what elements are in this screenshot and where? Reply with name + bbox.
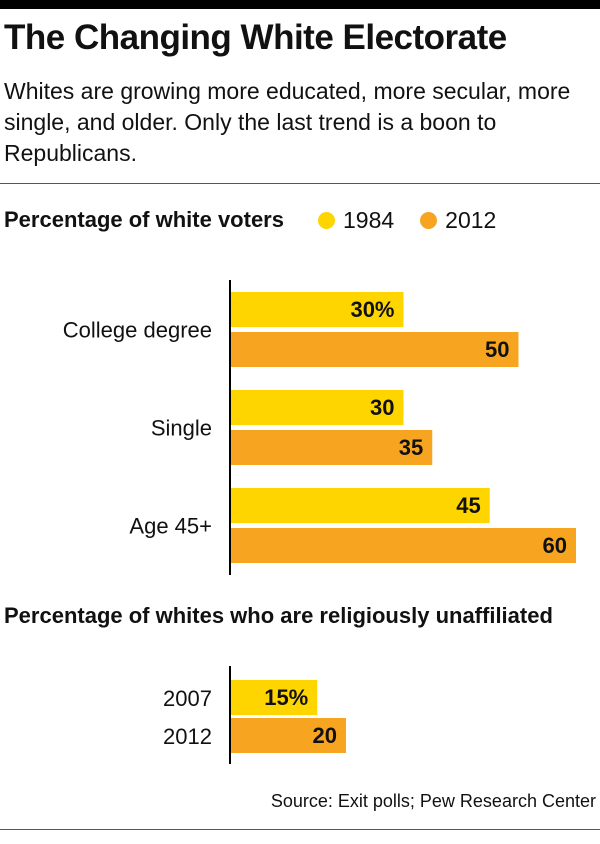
legend-label-1984: 1984	[343, 207, 395, 233]
bar-1984	[231, 390, 404, 425]
source-note: Source: Exit polls; Pew Research Center	[270, 791, 596, 811]
category-label: 2007	[163, 686, 212, 711]
bar-1984	[231, 488, 490, 523]
legend-swatch-1984	[318, 212, 335, 229]
chart-2-title: Percentage of whites who are religiously…	[4, 603, 553, 628]
category-label: Age 45+	[129, 514, 212, 539]
data-label: 35	[399, 435, 423, 460]
legend-item-1984: 1984	[318, 207, 394, 234]
bar-2012	[231, 332, 519, 367]
page-title: The Changing White Electorate	[4, 18, 507, 57]
category-label: 2012	[163, 724, 212, 749]
bar-2007	[231, 680, 318, 715]
legend: 1984 2012	[318, 207, 522, 234]
data-label: 30	[370, 395, 394, 420]
data-label: 45	[456, 493, 480, 518]
data-label: 50	[485, 337, 509, 362]
chart-unaffiliated: 2007 15% 2012 20	[163, 666, 346, 764]
category-label: College degree	[63, 318, 212, 343]
page-subtitle: Whites are growing more educated, more s…	[4, 78, 571, 166]
bar-2012	[231, 718, 346, 753]
legend-item-2012: 2012	[420, 207, 496, 234]
bar-2012	[231, 430, 433, 465]
top-rule	[0, 0, 600, 9]
section-divider	[0, 183, 600, 184]
legend-label-2012: 2012	[445, 207, 497, 233]
bar-2012	[231, 528, 576, 563]
category-label: Single	[151, 416, 212, 441]
data-label: 30%	[350, 297, 394, 322]
data-label: 60	[543, 533, 567, 558]
data-label: 20	[313, 723, 337, 748]
bar-1984	[231, 292, 404, 327]
data-label: 15%	[264, 685, 308, 710]
bottom-divider	[0, 829, 600, 830]
legend-swatch-2012	[420, 212, 438, 229]
chart-1-title: Percentage of white voters	[4, 207, 284, 232]
